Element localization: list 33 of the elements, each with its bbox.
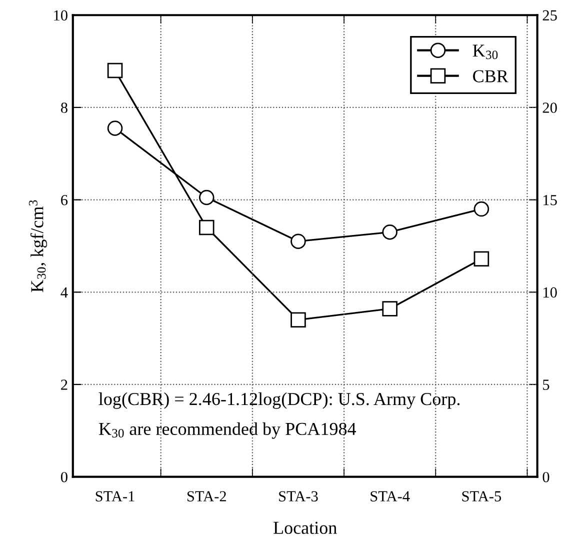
y2-tick-label: 10 (544, 287, 557, 298)
point (474, 251, 490, 267)
annotation: log(CBR) = 2.46-1.12log(DCP): U.S. Army Corp. (98, 392, 460, 409)
x-tick-label: STA-5 (462, 491, 502, 502)
legend-label: K$_{30}$ (472, 44, 498, 60)
y2-tick-label: 5 (543, 380, 550, 390)
y-tick-label: 8 (60, 102, 68, 113)
x-tick-label: STA-3 (279, 491, 318, 502)
point (107, 62, 123, 78)
x-tick-label: STA-4 (370, 491, 410, 502)
y2-tick-label: 0 (542, 472, 550, 482)
point (290, 312, 306, 328)
y-axis-title: K$_{30}$, kgf/cm$^{3}$ (28, 200, 48, 292)
x-axis-title: Location (274, 522, 337, 534)
point (382, 224, 398, 240)
x-tick-label: STA-2 (187, 491, 226, 502)
point (107, 120, 123, 136)
legend-label: CBR (473, 70, 508, 82)
x-tick-label: STA-1 (96, 491, 134, 502)
y-tick-label: 10 (54, 10, 68, 21)
y2-tick-label: 20 (542, 102, 557, 113)
point (198, 190, 214, 206)
y2-tick-label: 25 (542, 10, 557, 21)
point (382, 301, 398, 316)
y-tick-label: 4 (60, 287, 68, 298)
y-tick-label: 0 (60, 472, 68, 482)
annotation: K$_{30}$ are recommended by PCA1984 (98, 422, 356, 439)
y-tick-label: 6 (61, 194, 68, 206)
point (474, 201, 490, 217)
y-tick-label: 2 (61, 380, 68, 390)
point (290, 234, 306, 249)
y2-tick-label: 15 (544, 195, 557, 206)
point (198, 220, 214, 236)
